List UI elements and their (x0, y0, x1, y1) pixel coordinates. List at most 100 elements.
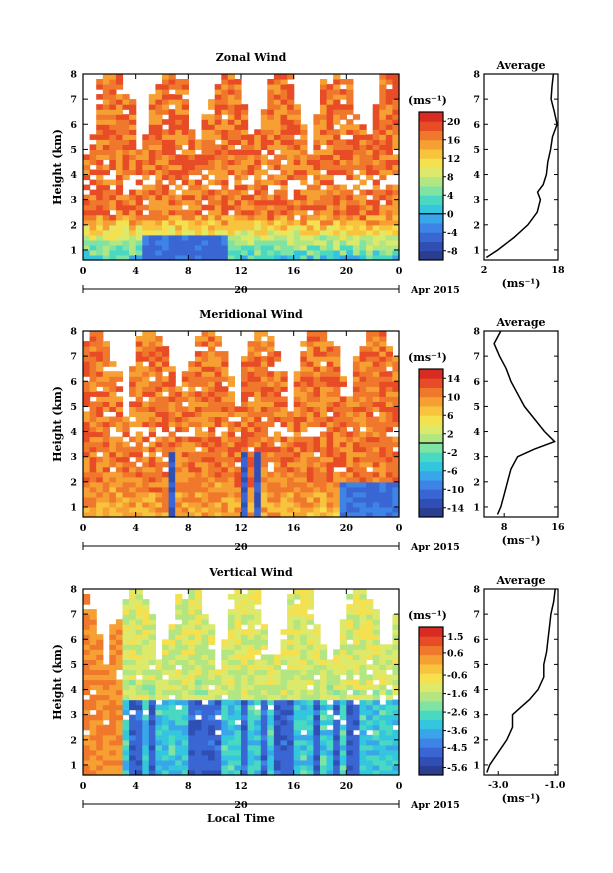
heat-cell (346, 159, 354, 166)
heat-cell (366, 456, 374, 463)
heat-cell (273, 74, 282, 80)
heat-cell (194, 659, 203, 665)
heat-cell (287, 204, 295, 211)
heat-cell (273, 512, 282, 518)
heat-cell (214, 234, 222, 241)
heat-cell (162, 684, 170, 691)
heat-cell (254, 255, 262, 261)
heat-cell (109, 234, 117, 241)
heat-cell (241, 694, 249, 701)
heat-cell (287, 159, 295, 166)
heat-cell (96, 159, 104, 166)
heat-cell (379, 729, 387, 736)
heat-cell (379, 104, 387, 110)
heat-cell (254, 421, 262, 428)
heat-cell (201, 391, 209, 397)
heat-cell (208, 381, 216, 387)
heat-cell (155, 506, 163, 513)
heat-cell (379, 351, 387, 357)
heat-cell (96, 209, 104, 216)
heat-cell (352, 664, 361, 670)
heat-cell (96, 249, 104, 256)
heat-cell (102, 144, 110, 150)
heat-cell (254, 684, 262, 691)
heat-cell (221, 356, 229, 362)
colorbar-swatch (419, 645, 443, 656)
heat-cell (214, 361, 222, 367)
heat-cell (155, 104, 163, 110)
heat-cell (227, 614, 235, 620)
heat-cell (162, 512, 170, 518)
heat-cell (385, 644, 393, 650)
heat-cell (214, 694, 222, 701)
heat-cell (135, 244, 143, 251)
heat-cell (162, 764, 170, 771)
heat-cell (326, 659, 334, 665)
heat-cell (102, 729, 110, 736)
heat-cell (188, 634, 196, 640)
heat-cell (148, 129, 156, 135)
heat-cell (306, 512, 314, 518)
heat-cell (333, 249, 341, 256)
colorbar-swatch (419, 121, 443, 131)
heat-cell (260, 694, 268, 701)
heat-cell (102, 94, 110, 100)
heat-cell (333, 699, 341, 706)
heat-cell (227, 759, 235, 766)
heat-cell (201, 204, 209, 211)
heat-cell (96, 634, 104, 640)
heat-cell (208, 436, 216, 443)
heat-cell (379, 416, 387, 423)
heat-cell (366, 491, 374, 498)
heat-cell (392, 366, 400, 372)
heat-cell (83, 361, 91, 367)
heat-cell (300, 371, 308, 377)
average-line (485, 73, 558, 259)
heat-cell (155, 174, 163, 181)
heat-cell (300, 619, 308, 625)
heat-cell (385, 234, 393, 241)
heat-cell (96, 406, 104, 412)
heat-cell (129, 770, 137, 776)
heat-cell (352, 361, 361, 367)
average-y-tick-label: 3 (473, 710, 480, 721)
heat-cell (241, 724, 249, 731)
heat-cell (273, 689, 282, 696)
heat-cell (234, 119, 242, 125)
heat-cell (372, 124, 380, 130)
heat-cell (359, 684, 367, 691)
heat-cell (254, 356, 262, 362)
heat-cell (254, 634, 262, 640)
heat-cell (260, 644, 268, 650)
heat-cell (221, 466, 229, 473)
heat-cell (339, 506, 347, 513)
heat-cell (188, 679, 196, 686)
heat-cell (359, 255, 367, 261)
heat-cell (102, 416, 110, 423)
heat-cell (267, 679, 275, 686)
heat-cell (385, 189, 393, 196)
heat-cell (181, 674, 189, 681)
heat-cell (194, 759, 203, 766)
heat-cell (287, 664, 295, 670)
heat-cell (313, 129, 321, 135)
heat-cell (221, 506, 229, 513)
heat-cell (89, 331, 97, 337)
heat-cell (280, 704, 288, 711)
heat-cell (267, 491, 275, 498)
heat-cell (89, 416, 97, 423)
heat-cell (148, 184, 156, 191)
heat-cell (181, 179, 189, 186)
heat-cell (287, 599, 295, 605)
heat-cell (366, 699, 374, 706)
heat-cell (333, 416, 341, 423)
heat-cell (333, 244, 341, 251)
heat-cell (227, 451, 235, 458)
heat-cell (247, 501, 255, 508)
heat-cell (194, 426, 203, 433)
heat-cell (208, 431, 216, 438)
average-y-tick-label: 3 (473, 195, 480, 206)
heat-cell (96, 421, 104, 428)
